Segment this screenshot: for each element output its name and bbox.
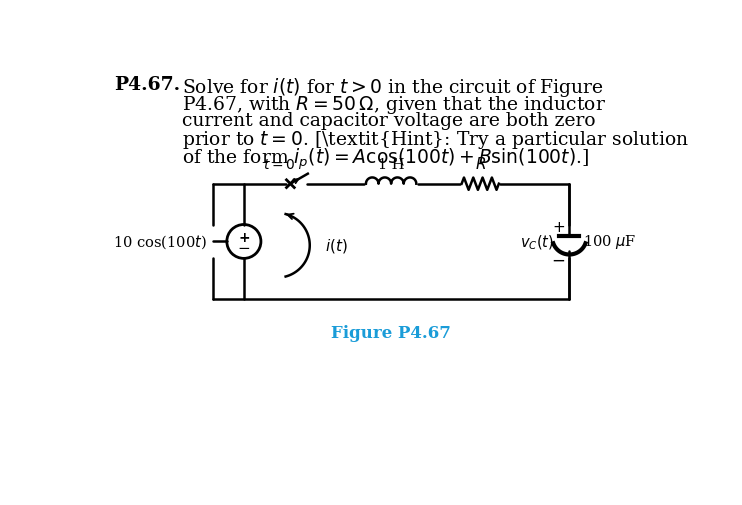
Text: 1 H: 1 H (378, 158, 404, 172)
Text: P4.67, with $R = 50\,\Omega$, given that the inductor: P4.67, with $R = 50\,\Omega$, given that… (182, 93, 606, 116)
Text: +: + (238, 230, 250, 244)
Text: P4.67.: P4.67. (114, 76, 180, 94)
Text: 10 cos(100$t$): 10 cos(100$t$) (113, 233, 207, 251)
Text: $R$: $R$ (475, 156, 486, 172)
Text: 100 $\mu$F: 100 $\mu$F (583, 233, 637, 251)
Text: −: − (237, 240, 250, 256)
Text: $i(t)$: $i(t)$ (325, 237, 348, 255)
Text: of the form $i_p(t) = A\cos(100t)+B\sin(100t)$.]: of the form $i_p(t) = A\cos(100t)+B\sin(… (182, 146, 589, 172)
Text: +: + (552, 219, 565, 234)
Text: $t = 0$: $t = 0$ (263, 158, 295, 172)
Text: Figure P4.67: Figure P4.67 (331, 324, 451, 341)
Text: $v_C(t)$: $v_C(t)$ (520, 233, 554, 251)
Text: prior to $t = 0$. [\textit{Hint}: Try a particular solution: prior to $t = 0$. [\textit{Hint}: Try a … (182, 129, 689, 151)
Text: −: − (551, 251, 565, 269)
Text: current and capacitor voltage are both zero: current and capacitor voltage are both z… (182, 111, 596, 129)
Text: Solve for $i(t)$ for $t > 0$ in the circuit of Figure: Solve for $i(t)$ for $t > 0$ in the circ… (182, 76, 604, 99)
